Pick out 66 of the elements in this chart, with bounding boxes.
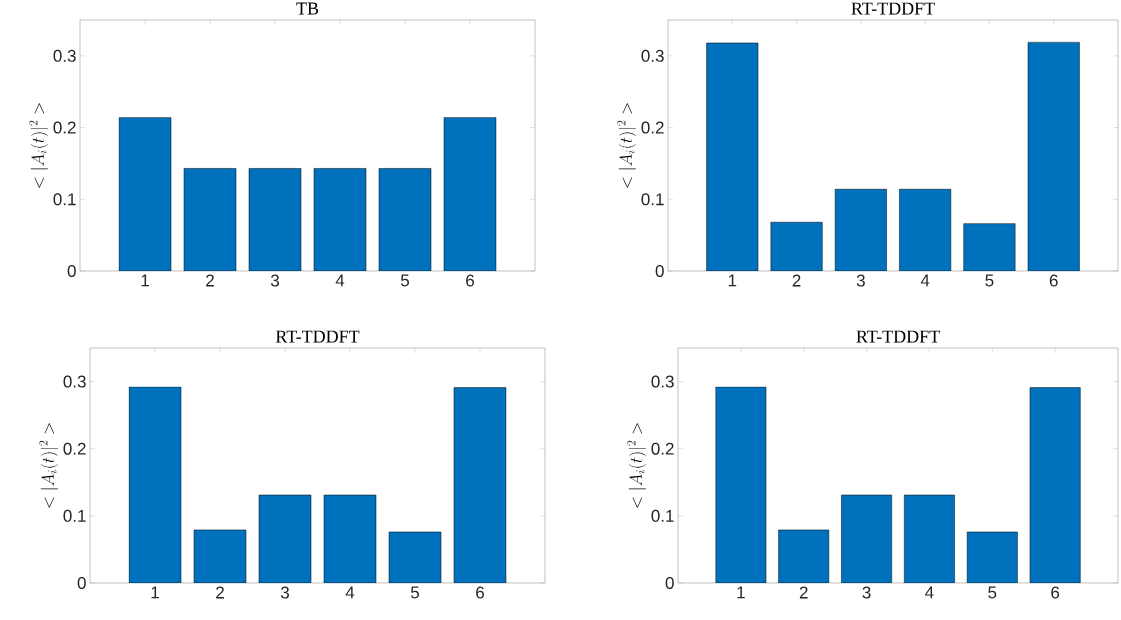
x-tick-label: 6 <box>476 586 484 599</box>
x-tick-label: 3 <box>270 274 279 287</box>
x-tick-label: 2 <box>792 274 801 287</box>
bar <box>388 531 442 583</box>
y-tick-label: 0.2 <box>641 121 664 134</box>
y-tick-label: 0 <box>77 576 86 590</box>
x-tick-label: 3 <box>856 274 865 287</box>
y-tick-label: 0 <box>655 264 664 278</box>
chart-title: RT-TDDFT <box>851 2 935 15</box>
bar <box>904 495 955 583</box>
bar <box>706 42 758 271</box>
bar <box>453 387 507 583</box>
bar <box>841 495 892 583</box>
bar <box>835 189 887 271</box>
y-axis-title: $< |A_i(t)|^2 >$ <box>627 423 646 508</box>
bar <box>323 494 377 583</box>
chart-title: RT-TDDFT <box>275 330 360 343</box>
chart-title: RT-TDDFT <box>856 330 940 343</box>
bar <box>778 529 829 583</box>
y-axis-title: $< |A_i(t)|^2 >$ <box>29 103 48 188</box>
y-tick-label: 0.1 <box>63 509 86 522</box>
x-tick-label: 1 <box>141 274 149 287</box>
x-tick-label: 2 <box>206 274 214 287</box>
y-tick-label: 0.2 <box>651 442 674 455</box>
y-axis-title: $< |A_i(t)|^2 >$ <box>617 103 636 188</box>
x-tick-label: 6 <box>1051 586 1060 599</box>
y-tick-label: 0.3 <box>651 375 674 388</box>
y-axis-title: $< |A_i(t)|^2 >$ <box>39 423 58 508</box>
x-tick-label: 6 <box>1049 274 1058 287</box>
x-tick-label: 1 <box>151 586 159 599</box>
x-tick-label: 6 <box>466 274 474 287</box>
bar <box>967 531 1018 583</box>
x-tick-label: 5 <box>988 586 997 599</box>
chart-title: TB <box>296 2 319 15</box>
y-tick-label: 0 <box>665 576 674 590</box>
y-tick-label: 0.1 <box>651 509 674 522</box>
y-tick-label: 0.3 <box>53 49 76 62</box>
y-tick-label: 0.3 <box>641 49 664 62</box>
x-tick-label: 5 <box>410 586 420 599</box>
y-tick-label: 0.3 <box>63 375 86 388</box>
bar <box>193 529 247 583</box>
x-tick-label: 3 <box>862 586 871 599</box>
x-tick-label: 5 <box>985 274 994 287</box>
bar <box>128 386 182 583</box>
y-tick-label: 0.1 <box>641 193 664 206</box>
bar <box>1029 387 1081 583</box>
y-tick-label: 0.2 <box>53 121 76 134</box>
x-tick-label: 4 <box>345 586 355 599</box>
x-tick-label: 3 <box>280 586 289 599</box>
bar <box>1027 41 1080 271</box>
x-tick-label: 4 <box>920 274 930 287</box>
bar <box>963 223 1016 271</box>
y-tick-label: 0.2 <box>63 442 86 455</box>
bar <box>770 222 823 271</box>
bar <box>899 189 951 271</box>
x-tick-label: 4 <box>925 586 934 599</box>
x-tick-label: 4 <box>335 274 345 287</box>
x-tick-label: 5 <box>400 274 410 287</box>
x-tick-label: 2 <box>216 586 224 599</box>
y-tick-label: 0 <box>67 264 76 278</box>
bar <box>258 494 312 583</box>
x-tick-label: 1 <box>728 274 737 287</box>
x-tick-label: 2 <box>799 586 808 599</box>
bar <box>715 386 767 583</box>
y-tick-label: 0.1 <box>53 193 76 206</box>
x-tick-label: 1 <box>737 586 745 599</box>
